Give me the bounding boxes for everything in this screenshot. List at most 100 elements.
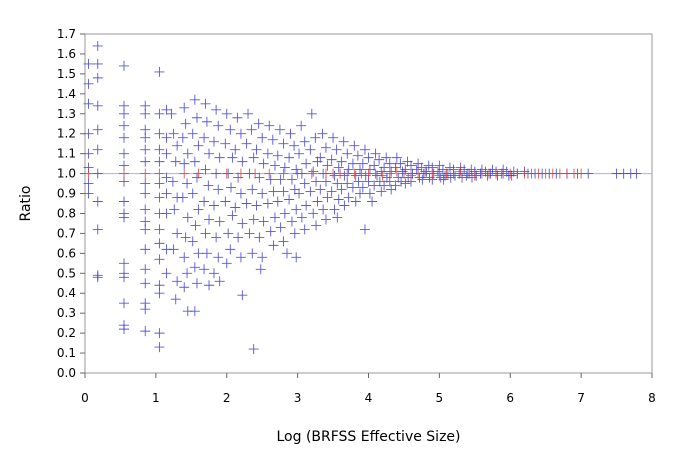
data-point <box>370 168 381 179</box>
series-blue <box>83 40 642 355</box>
data-point <box>247 184 258 195</box>
data-point <box>374 154 385 165</box>
data-point <box>235 188 246 199</box>
x-tick-label: 7 <box>577 391 585 405</box>
data-point <box>286 174 297 185</box>
data-point <box>140 178 151 189</box>
data-point <box>118 212 129 223</box>
data-point <box>92 58 103 69</box>
data-point <box>339 200 350 211</box>
data-point <box>364 188 375 199</box>
data-point <box>92 196 103 207</box>
data-point <box>359 224 370 235</box>
y-tick-label: 0.5 <box>57 266 76 280</box>
data-point <box>272 150 283 161</box>
data-point <box>118 324 129 335</box>
data-point <box>235 252 246 263</box>
x-tick-label: 4 <box>365 391 373 405</box>
data-point <box>161 172 172 183</box>
data-point <box>92 100 103 111</box>
data-point <box>92 224 103 235</box>
data-point <box>291 204 302 215</box>
y-tick-label: 1.2 <box>57 127 76 141</box>
data-point <box>204 280 215 291</box>
data-point <box>211 168 222 179</box>
data-point <box>180 232 191 243</box>
data-point <box>449 170 460 181</box>
data-point <box>246 124 257 135</box>
data-point <box>225 124 236 135</box>
data-point <box>140 132 151 143</box>
data-point <box>182 178 193 189</box>
y-tick-label: 0.4 <box>57 286 76 300</box>
data-point <box>396 176 407 187</box>
data-point <box>179 158 190 169</box>
data-point <box>278 168 289 179</box>
data-point <box>275 174 286 185</box>
data-point <box>289 228 300 239</box>
data-point <box>140 224 151 235</box>
plot-area <box>84 33 653 374</box>
data-point <box>118 132 129 143</box>
data-point <box>200 98 211 109</box>
data-point <box>333 162 344 173</box>
data-point <box>369 160 380 171</box>
data-point <box>393 172 404 183</box>
data-point <box>257 252 268 263</box>
data-point <box>354 188 365 199</box>
data-point <box>118 272 129 283</box>
y-tick-label: 0.3 <box>57 306 76 320</box>
data-point <box>364 164 375 175</box>
data-point <box>448 168 459 179</box>
data-point <box>381 172 392 183</box>
data-point <box>154 128 165 139</box>
data-point <box>168 244 179 255</box>
data-point <box>457 172 468 183</box>
data-point <box>154 156 165 167</box>
data-point <box>374 176 385 187</box>
data-point <box>279 162 290 173</box>
data-point <box>420 166 431 177</box>
x-tick-label: 0 <box>81 391 89 405</box>
data-point <box>214 152 225 163</box>
data-point <box>349 140 360 151</box>
data-point <box>118 196 129 207</box>
data-point <box>161 208 172 219</box>
data-point <box>390 180 401 191</box>
data-point <box>432 166 443 177</box>
data-point <box>140 244 151 255</box>
data-point <box>177 192 188 203</box>
data-point <box>213 184 224 195</box>
data-point <box>92 124 103 135</box>
data-point <box>400 178 411 189</box>
data-point <box>317 128 328 139</box>
data-point <box>161 104 172 115</box>
data-point <box>315 184 326 195</box>
data-point <box>200 164 211 175</box>
data-point <box>83 148 94 159</box>
data-point <box>363 152 374 163</box>
data-point <box>262 198 273 209</box>
data-point <box>384 158 395 169</box>
data-point <box>315 152 326 163</box>
data-point <box>154 178 165 189</box>
data-point <box>199 264 210 275</box>
data-point <box>322 192 333 203</box>
data-point <box>576 168 587 179</box>
data-point <box>255 264 266 275</box>
data-point <box>414 172 425 183</box>
data-point <box>357 182 368 193</box>
data-point <box>193 140 204 151</box>
x-tick-label: 6 <box>506 391 514 405</box>
data-point <box>279 208 290 219</box>
data-point <box>220 138 231 149</box>
data-point <box>214 216 225 227</box>
data-point <box>83 78 94 89</box>
data-point <box>140 326 151 337</box>
data-point <box>347 158 358 169</box>
data-point <box>381 152 392 163</box>
data-point <box>395 158 406 169</box>
data-point <box>187 188 198 199</box>
data-point <box>83 98 94 109</box>
